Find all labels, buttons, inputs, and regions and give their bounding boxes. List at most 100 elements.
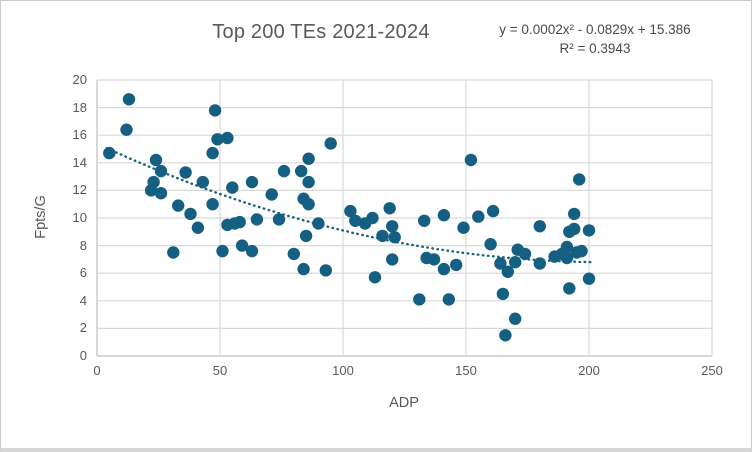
y-tick-label: 4 <box>79 292 87 308</box>
data-point[interactable] <box>457 221 470 234</box>
data-point[interactable] <box>297 262 310 276</box>
data-point[interactable] <box>184 207 197 221</box>
data-point[interactable] <box>287 247 300 261</box>
data-point[interactable] <box>366 211 379 225</box>
x-tick-label: 0 <box>93 363 101 378</box>
data-point[interactable] <box>103 146 116 160</box>
y-tick-label: 10 <box>72 210 87 225</box>
data-point[interactable] <box>509 312 522 325</box>
data-point[interactable] <box>206 146 219 160</box>
data-point[interactable] <box>484 238 497 251</box>
data-point[interactable] <box>388 231 401 244</box>
data-point[interactable] <box>272 213 286 226</box>
data-point[interactable] <box>450 258 463 272</box>
data-point[interactable] <box>235 239 249 252</box>
data-point[interactable] <box>120 123 133 136</box>
data-point[interactable] <box>533 257 546 270</box>
data-point[interactable] <box>464 153 478 167</box>
trendline-equation: y = 0.0002x² - 0.0829x + 15.386 <box>499 22 691 37</box>
data-point[interactable] <box>368 271 382 284</box>
data-point[interactable] <box>299 229 313 243</box>
data-point[interactable] <box>560 240 574 254</box>
y-tick-label: 8 <box>79 237 87 253</box>
data-point[interactable] <box>302 152 315 165</box>
data-point[interactable] <box>211 133 224 146</box>
data-point[interactable] <box>533 220 546 233</box>
data-point[interactable] <box>563 282 576 295</box>
data-point[interactable] <box>509 256 522 269</box>
data-point[interactable] <box>233 215 246 229</box>
data-point[interactable] <box>191 221 205 234</box>
data-point[interactable] <box>568 207 581 221</box>
data-point[interactable] <box>196 175 209 189</box>
data-point[interactable] <box>312 217 325 230</box>
data-point[interactable] <box>518 247 532 261</box>
data-point[interactable] <box>302 198 315 211</box>
data-point[interactable] <box>206 198 219 211</box>
trendline-r-squared: R² = 0.3943 <box>559 41 631 56</box>
data-point[interactable] <box>472 210 485 223</box>
data-point[interactable] <box>418 214 431 227</box>
data-point[interactable] <box>154 187 168 200</box>
data-point[interactable] <box>208 104 222 117</box>
data-point[interactable] <box>147 175 160 189</box>
data-point[interactable] <box>122 93 136 106</box>
data-point[interactable] <box>496 287 510 301</box>
data-point[interactable] <box>250 213 264 226</box>
x-axis-title[interactable]: ADP <box>389 395 419 411</box>
data-point[interactable] <box>324 137 337 150</box>
data-point[interactable] <box>376 229 389 243</box>
data-point[interactable] <box>383 202 396 215</box>
trendline-label[interactable]: y = 0.0002x² - 0.0829x + 15.386 R² = 0.3… <box>469 20 721 58</box>
data-point[interactable] <box>344 204 357 218</box>
data-point[interactable] <box>494 257 507 270</box>
data-point[interactable] <box>386 220 399 233</box>
data-point[interactable] <box>560 251 574 265</box>
data-point[interactable] <box>386 253 399 266</box>
x-tick-label: 100 <box>332 363 354 378</box>
data-point[interactable] <box>413 293 426 306</box>
data-point[interactable] <box>568 222 581 236</box>
data-point[interactable] <box>295 164 308 178</box>
data-point[interactable] <box>582 224 596 237</box>
data-point[interactable] <box>154 164 168 178</box>
y-tick-label: 0 <box>79 348 87 363</box>
trendline[interactable] <box>105 147 593 264</box>
data-point[interactable] <box>499 329 512 342</box>
y-tick-label: 18 <box>72 99 87 115</box>
data-point[interactable] <box>245 175 259 189</box>
data-point[interactable] <box>349 214 362 227</box>
data-point[interactable] <box>437 262 451 276</box>
data-point[interactable] <box>277 164 291 178</box>
x-tick-label: 250 <box>701 363 723 378</box>
data-point[interactable] <box>582 272 596 285</box>
data-point[interactable] <box>179 166 192 179</box>
data-point[interactable] <box>149 153 163 167</box>
data-point[interactable] <box>216 244 229 258</box>
y-tick-label: 14 <box>72 154 87 170</box>
data-point[interactable] <box>265 188 278 201</box>
data-point[interactable] <box>167 246 180 259</box>
data-point[interactable] <box>486 204 500 218</box>
x-tick-label: 200 <box>578 363 600 378</box>
data-point[interactable] <box>221 131 234 145</box>
data-point[interactable] <box>319 264 332 277</box>
x-tick-label: 50 <box>212 363 228 378</box>
data-point[interactable] <box>302 175 315 189</box>
chart-title[interactable]: Top 200 TEs 2021-2024 <box>212 21 430 43</box>
y-tick-label: 2 <box>79 320 87 336</box>
data-point[interactable] <box>442 293 455 306</box>
data-point[interactable] <box>226 181 239 194</box>
data-point[interactable] <box>573 173 586 186</box>
y-tick-label: 20 <box>72 72 87 87</box>
data-point[interactable] <box>245 244 259 258</box>
y-tick-label: 16 <box>72 127 87 143</box>
data-point[interactable] <box>437 209 451 222</box>
data-point[interactable] <box>172 199 185 212</box>
data-point[interactable] <box>427 253 441 266</box>
data-point[interactable] <box>575 244 588 258</box>
y-axis-title[interactable]: Fpts/G <box>33 195 49 239</box>
data-point[interactable] <box>501 265 514 278</box>
